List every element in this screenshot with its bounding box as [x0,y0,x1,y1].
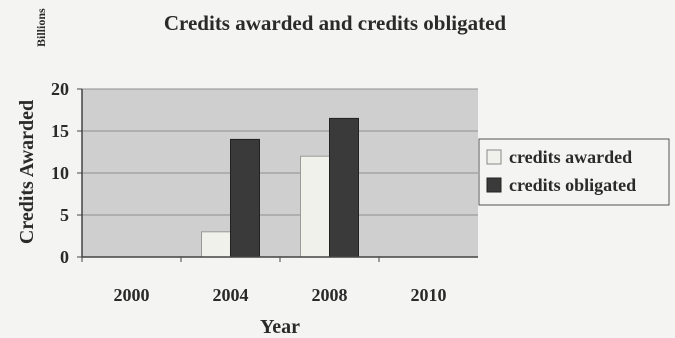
x-tick-label: 2008 [312,285,348,305]
bar-credits-awarded-2004 [201,231,231,258]
x-axis-label: Year [260,316,300,338]
y-tick-label: 0 [60,247,69,267]
legend-box [478,138,670,206]
bar-credits-obligated-2004 [230,138,260,258]
bar-credits-awarded-2008 [300,155,330,258]
y-tick-label: 5 [60,205,69,225]
legend-swatch [486,149,502,165]
chart-title: Credits awarded and credits obligated [164,11,507,35]
y-tick-labels: 0 5 10 15 20 [51,79,69,267]
y-tick-label: 10 [51,163,69,183]
units-label: Billions [34,8,48,47]
legend-swatch [486,177,502,193]
bar-credits-obligated-2008 [329,117,359,258]
y-tick-label: 20 [51,79,69,99]
x-tick-label: 2010 [411,285,447,305]
y-axis-label: Credits Awarded [16,100,38,244]
legend-label: credits awarded [509,147,632,167]
bars-group [201,117,359,258]
legend: credits awarded credits obligated [478,138,670,206]
axes [77,88,478,262]
gridlines [82,88,478,216]
legend-label: credits obligated [509,175,636,195]
y-tick-label: 15 [51,121,69,141]
x-tick-labels: 2000 2004 2008 2010 [114,285,447,305]
x-tick-label: 2000 [114,285,150,305]
x-tick-label: 2004 [213,285,249,305]
